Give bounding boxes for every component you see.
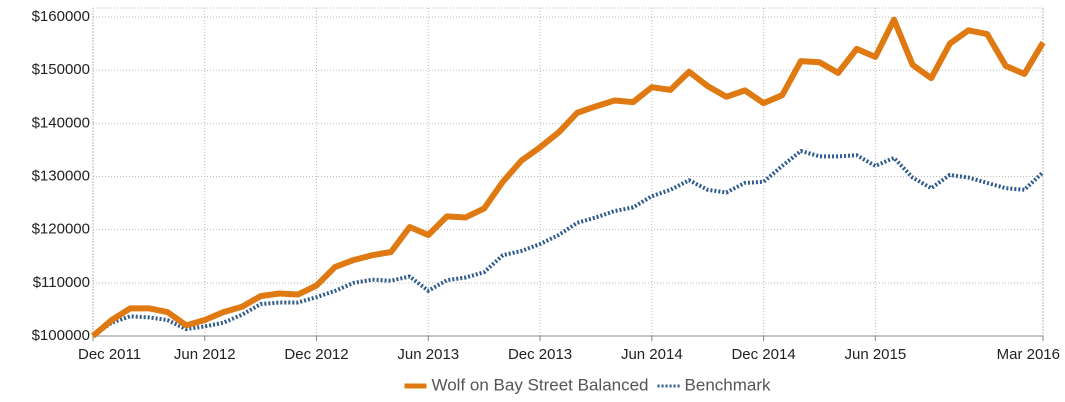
y-tick-label: $110000 [33, 274, 90, 291]
x-tick-label: Jun 2015 [844, 346, 906, 363]
x-tick-label: Mar 2016 [997, 346, 1060, 363]
legend-label: Benchmark [685, 375, 771, 394]
y-tick-label: $120000 [32, 221, 90, 238]
x-tick-label: Dec 2013 [508, 346, 572, 363]
x-tick-label: Jun 2014 [621, 346, 683, 363]
series-line [91, 149, 1045, 338]
series-line [91, 16, 1046, 339]
x-tick-label: Dec 2011 [78, 346, 141, 363]
legend-label: Wolf on Bay Street Balanced [431, 375, 648, 394]
y-tick-label: $100000 [32, 327, 90, 344]
x-tick-label: Dec 2014 [731, 346, 795, 363]
y-tick-label: $130000 [32, 167, 90, 184]
y-tick-label: $160000 [32, 8, 90, 25]
plot-frame [92, 7, 1044, 337]
y-tick-label: $150000 [32, 61, 90, 78]
y-tick-label: $140000 [32, 114, 90, 131]
x-tick-label: Jun 2013 [397, 346, 459, 363]
x-tick-label: Dec 2012 [284, 346, 348, 363]
x-tick-label: Jun 2012 [174, 346, 236, 363]
